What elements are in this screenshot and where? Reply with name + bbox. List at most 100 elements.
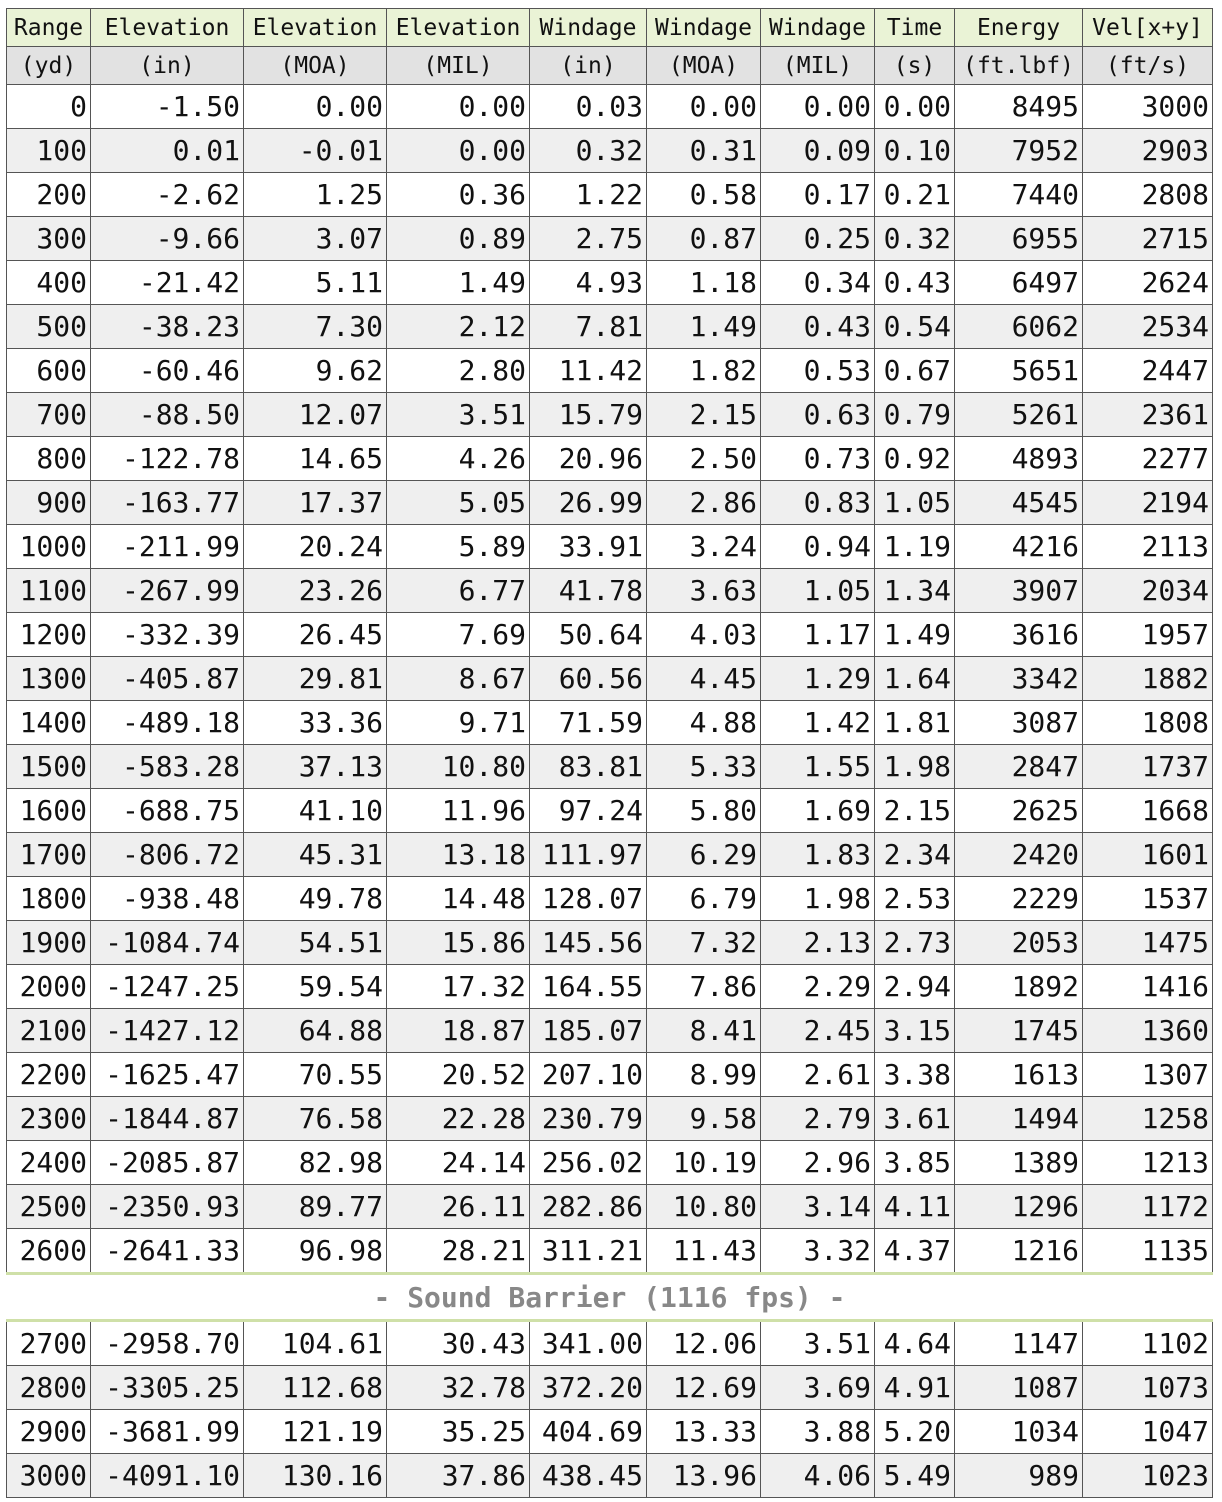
data-cell: 20.52 (386, 1052, 530, 1097)
data-cell: 0.03 (529, 84, 647, 129)
data-cell: 1.98 (760, 876, 875, 921)
data-cell: 70.55 (243, 1052, 387, 1097)
data-row: 2300 -1844.87 76.58 22.28 230.79 9.58 2.79 3.61… (6, 1096, 1213, 1141)
data-cell: 1135 (1082, 1228, 1213, 1274)
data-cell: -2.62 (90, 172, 244, 217)
data-cell: 3.51 (386, 392, 530, 437)
data-cell: 1300 (6, 656, 91, 701)
data-cell: 26.45 (243, 612, 387, 657)
data-cell: 372.20 (529, 1365, 647, 1410)
data-cell: 1400 (6, 700, 91, 745)
data-cell: 5261 (954, 392, 1083, 437)
data-cell: 2447 (1082, 348, 1213, 393)
data-cell: 33.36 (243, 700, 387, 745)
data-cell: 20.96 (529, 436, 647, 481)
data-row: 2200 -1625.47 70.55 20.52 207.10 8.99 2.61 3.38… (6, 1052, 1213, 1097)
header-cell: Elevation (90, 8, 244, 47)
data-row: 0 -1.50 0.00 0.00 0.03 0.00 0.00 0.00 8495 3000 (6, 84, 1213, 129)
header-cell: Windage (529, 8, 647, 47)
data-cell: 1307 (1082, 1052, 1213, 1097)
data-cell: 1.98 (874, 744, 955, 789)
data-cell: 3087 (954, 700, 1083, 745)
data-cell: -0.01 (243, 128, 387, 173)
data-cell: 0.89 (386, 216, 530, 261)
data-cell: 1800 (6, 876, 91, 921)
header-row: (yd) (in) (MOA) (MIL) (in) (MOA) (MIL) (s) (ft.l… (6, 46, 1213, 85)
data-cell: 2277 (1082, 436, 1213, 481)
data-row: 1800 -938.48 49.78 14.48 128.07 6.79 1.98 2.53 2… (6, 876, 1213, 921)
data-cell: 45.31 (243, 832, 387, 877)
header-cell: Energy (954, 8, 1083, 47)
data-row: 2700 -2958.70 104.61 30.43 341.00 12.06 3.51 4.… (6, 1320, 1213, 1366)
data-cell: 2903 (1082, 128, 1213, 173)
data-cell: 3907 (954, 568, 1083, 613)
data-cell: 2034 (1082, 568, 1213, 613)
data-cell: 311.21 (529, 1228, 647, 1274)
data-cell: 12.69 (646, 1365, 761, 1410)
data-cell: 1882 (1082, 656, 1213, 701)
data-row: 1700 -806.72 45.31 13.18 111.97 6.29 1.83 2.34 2… (6, 832, 1213, 877)
header-cell: (s) (874, 46, 955, 85)
data-cell: -267.99 (90, 568, 244, 613)
data-cell: 2700 (6, 1320, 91, 1366)
data-cell: 2194 (1082, 480, 1213, 525)
data-row: 2100 -1427.12 64.88 18.87 185.07 8.41 2.45 3.15… (6, 1008, 1213, 1053)
data-cell: 1.69 (760, 788, 875, 833)
data-cell: 1700 (6, 832, 91, 877)
separator-row: - Sound Barrier (1116 fps) - (6, 1272, 1213, 1322)
data-cell: 1668 (1082, 788, 1213, 833)
data-cell: 341.00 (529, 1320, 647, 1366)
data-cell: 0.00 (646, 84, 761, 129)
data-cell: 1494 (954, 1096, 1083, 1141)
data-cell: -2958.70 (90, 1320, 244, 1366)
data-cell: 97.24 (529, 788, 647, 833)
data-cell: 4.88 (646, 700, 761, 745)
data-cell: 111.97 (529, 832, 647, 877)
data-cell: 49.78 (243, 876, 387, 921)
data-cell: 2.13 (760, 920, 875, 965)
data-cell: -163.77 (90, 480, 244, 525)
data-cell: 0.21 (874, 172, 955, 217)
header-cell: Range (6, 8, 91, 47)
data-cell: 3.63 (646, 568, 761, 613)
data-cell: 1475 (1082, 920, 1213, 965)
data-cell: 104.61 (243, 1320, 387, 1366)
data-cell: 1416 (1082, 964, 1213, 1009)
header-cell: Vel[x+y] (1082, 8, 1213, 47)
data-cell: 14.48 (386, 876, 530, 921)
data-cell: 0.83 (760, 480, 875, 525)
data-cell: 11.43 (646, 1228, 761, 1274)
data-cell: 2.45 (760, 1008, 875, 1053)
data-cell: 54.51 (243, 920, 387, 965)
header-cell: Windage (760, 8, 875, 47)
data-cell: 2400 (6, 1140, 91, 1185)
data-cell: 2534 (1082, 304, 1213, 349)
data-cell: 4.26 (386, 436, 530, 481)
data-cell: 41.78 (529, 568, 647, 613)
data-cell: 22.28 (386, 1096, 530, 1141)
data-cell: -88.50 (90, 392, 244, 437)
data-cell: 11.42 (529, 348, 647, 393)
data-cell: 0.00 (386, 128, 530, 173)
data-row: 2000 -1247.25 59.54 17.32 164.55 7.86 2.29 2.94… (6, 964, 1213, 1009)
data-cell: 3.14 (760, 1184, 875, 1229)
data-cell: -38.23 (90, 304, 244, 349)
data-cell: 3000 (1082, 84, 1213, 129)
data-cell: 0.25 (760, 216, 875, 261)
data-cell: 2.86 (646, 480, 761, 525)
data-cell: 32.78 (386, 1365, 530, 1410)
data-cell: 1600 (6, 788, 91, 833)
data-cell: 5.33 (646, 744, 761, 789)
data-row: 400 -21.42 5.11 1.49 4.93 1.18 0.34 0.43 6497 262… (6, 260, 1213, 305)
data-cell: 0 (6, 84, 91, 129)
data-cell: 4.11 (874, 1184, 955, 1229)
data-cell: 4.64 (874, 1320, 955, 1366)
data-cell: 2200 (6, 1052, 91, 1097)
data-cell: 128.07 (529, 876, 647, 921)
data-cell: 112.68 (243, 1365, 387, 1410)
data-cell: -1.50 (90, 84, 244, 129)
data-cell: 1537 (1082, 876, 1213, 921)
data-cell: 13.18 (386, 832, 530, 877)
data-cell: 0.17 (760, 172, 875, 217)
